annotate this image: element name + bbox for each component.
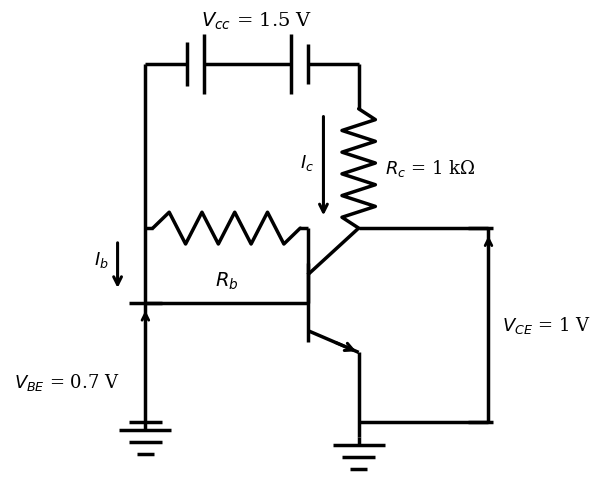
Text: $R_c$ = 1 kΩ: $R_c$ = 1 kΩ bbox=[384, 158, 475, 179]
Text: $V_{CE}$ = 1 V: $V_{CE}$ = 1 V bbox=[503, 315, 591, 336]
Text: $R_b$: $R_b$ bbox=[215, 270, 238, 292]
Text: $V_{cc}$ = 1.5 V: $V_{cc}$ = 1.5 V bbox=[201, 11, 312, 32]
Text: $V_{BE}$ = 0.7 V: $V_{BE}$ = 0.7 V bbox=[14, 372, 120, 393]
Text: $I_b$: $I_b$ bbox=[94, 250, 108, 271]
Text: $I_c$: $I_c$ bbox=[300, 153, 314, 174]
